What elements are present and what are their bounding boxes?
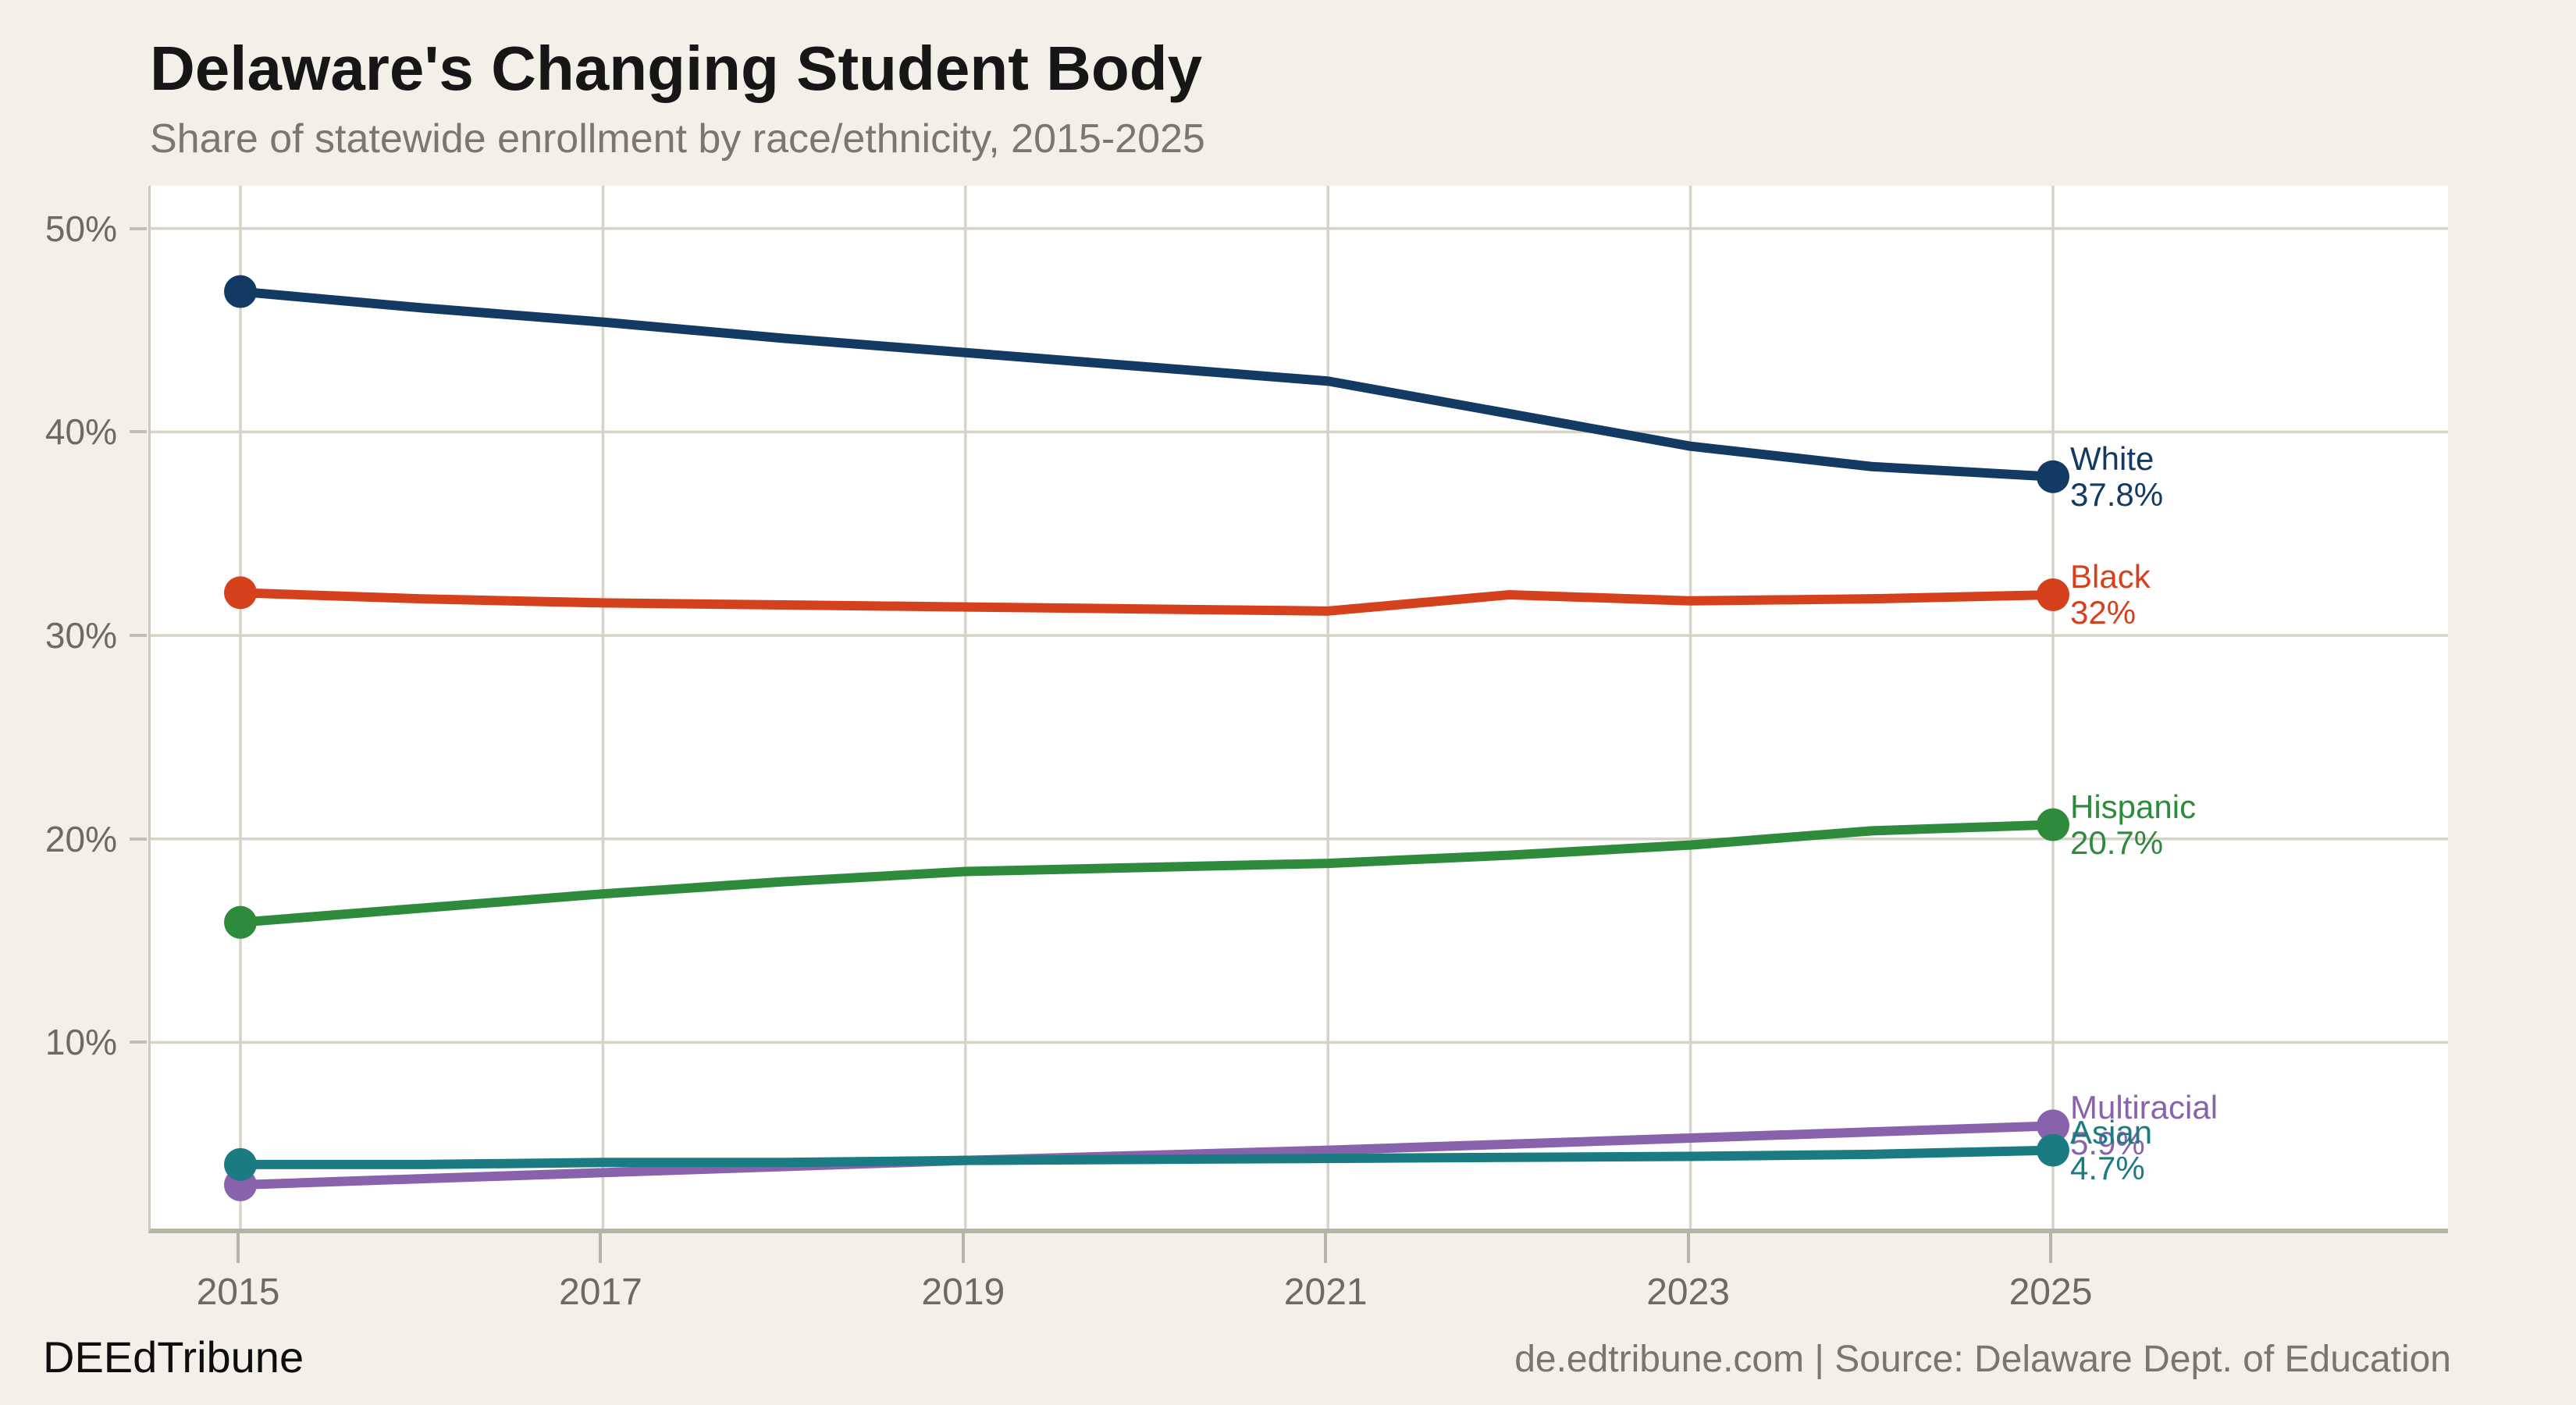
x-axis-tick-label: 2017 xyxy=(559,1272,642,1313)
x-axis-tick-mark xyxy=(961,1233,965,1263)
y-axis-tick-mark xyxy=(130,226,147,230)
end-dot-asian xyxy=(224,1147,257,1181)
series-name: Hispanic xyxy=(2070,788,2197,825)
y-axis-tick-mark xyxy=(130,1040,147,1044)
series-label-white: White 37.8% xyxy=(2070,439,2164,513)
plot-area: White 37.8% Black 32% Hispanic 20.7% Multiraci… xyxy=(148,186,2448,1233)
series-end-value: 20.7% xyxy=(2070,823,2164,861)
x-axis-tick-mark xyxy=(2049,1233,2052,1263)
line-chart xyxy=(151,186,2448,1229)
series-line-white xyxy=(236,286,2058,482)
end-dot-black xyxy=(2037,578,2069,611)
source-attribution: de.edtribune.com | Source: Delaware Dept… xyxy=(1514,1339,2451,1380)
y-axis-tick-mark xyxy=(130,634,147,638)
end-dot-hispanic xyxy=(2037,808,2069,841)
page-title: Delaware's Changing Student Body xyxy=(150,34,1203,103)
end-dot-multiracial xyxy=(2037,1109,2069,1143)
series-label-multiracial: Multiracial 5.9% xyxy=(2070,1090,2218,1161)
x-axis-tick-label: 2015 xyxy=(196,1272,280,1313)
series-line-asian xyxy=(236,1145,2058,1169)
y-axis-tick-label: 10% xyxy=(44,1022,117,1063)
series-name: Multiracial xyxy=(2070,1089,2218,1126)
page-subtitle: Share of statewide enrollment by race/et… xyxy=(150,116,1205,162)
series-name: Asian xyxy=(2070,1113,2153,1151)
series-name: Black xyxy=(2070,557,2151,595)
publisher-logo: DEEdTribune xyxy=(43,1332,304,1382)
x-axis-tick-mark xyxy=(1324,1233,1328,1263)
series-end-value: 5.9% xyxy=(2070,1125,2145,1162)
series-end-value: 32% xyxy=(2070,593,2137,631)
series-end-value: 37.8% xyxy=(2070,475,2164,513)
x-axis-tick-mark xyxy=(1686,1233,1690,1263)
series-line-black xyxy=(236,588,2058,616)
x-axis-tick-mark xyxy=(237,1233,240,1263)
end-dot-hispanic xyxy=(224,905,257,939)
y-axis-tick-mark xyxy=(130,837,147,841)
y-axis-tick-label: 20% xyxy=(44,818,117,859)
y-axis-tick-label: 30% xyxy=(44,615,117,656)
end-dot-asian xyxy=(2037,1133,2069,1167)
x-axis-tick-label: 2019 xyxy=(921,1272,1005,1313)
series-label-black: Black 32% xyxy=(2070,557,2151,631)
series-end-value: 4.7% xyxy=(2070,1149,2145,1186)
series-line-hispanic xyxy=(236,820,2058,927)
end-dot-white xyxy=(2037,460,2069,493)
y-axis-tick-label: 40% xyxy=(44,411,117,453)
y-axis-tick-label: 50% xyxy=(44,208,117,249)
x-axis-tick-label: 2021 xyxy=(1283,1272,1368,1313)
x-axis-tick-label: 2025 xyxy=(2008,1272,2093,1313)
end-dot-black xyxy=(224,576,257,610)
x-axis-tick-label: 2023 xyxy=(1646,1272,1730,1313)
x-axis-tick-mark xyxy=(599,1233,603,1263)
end-dot-white xyxy=(224,275,257,308)
y-axis-tick-mark xyxy=(130,430,147,434)
series-label-hispanic: Hispanic 20.7% xyxy=(2070,788,2197,861)
series-name: White xyxy=(2070,439,2154,477)
series-label-asian: Asian 4.7% xyxy=(2070,1113,2153,1186)
